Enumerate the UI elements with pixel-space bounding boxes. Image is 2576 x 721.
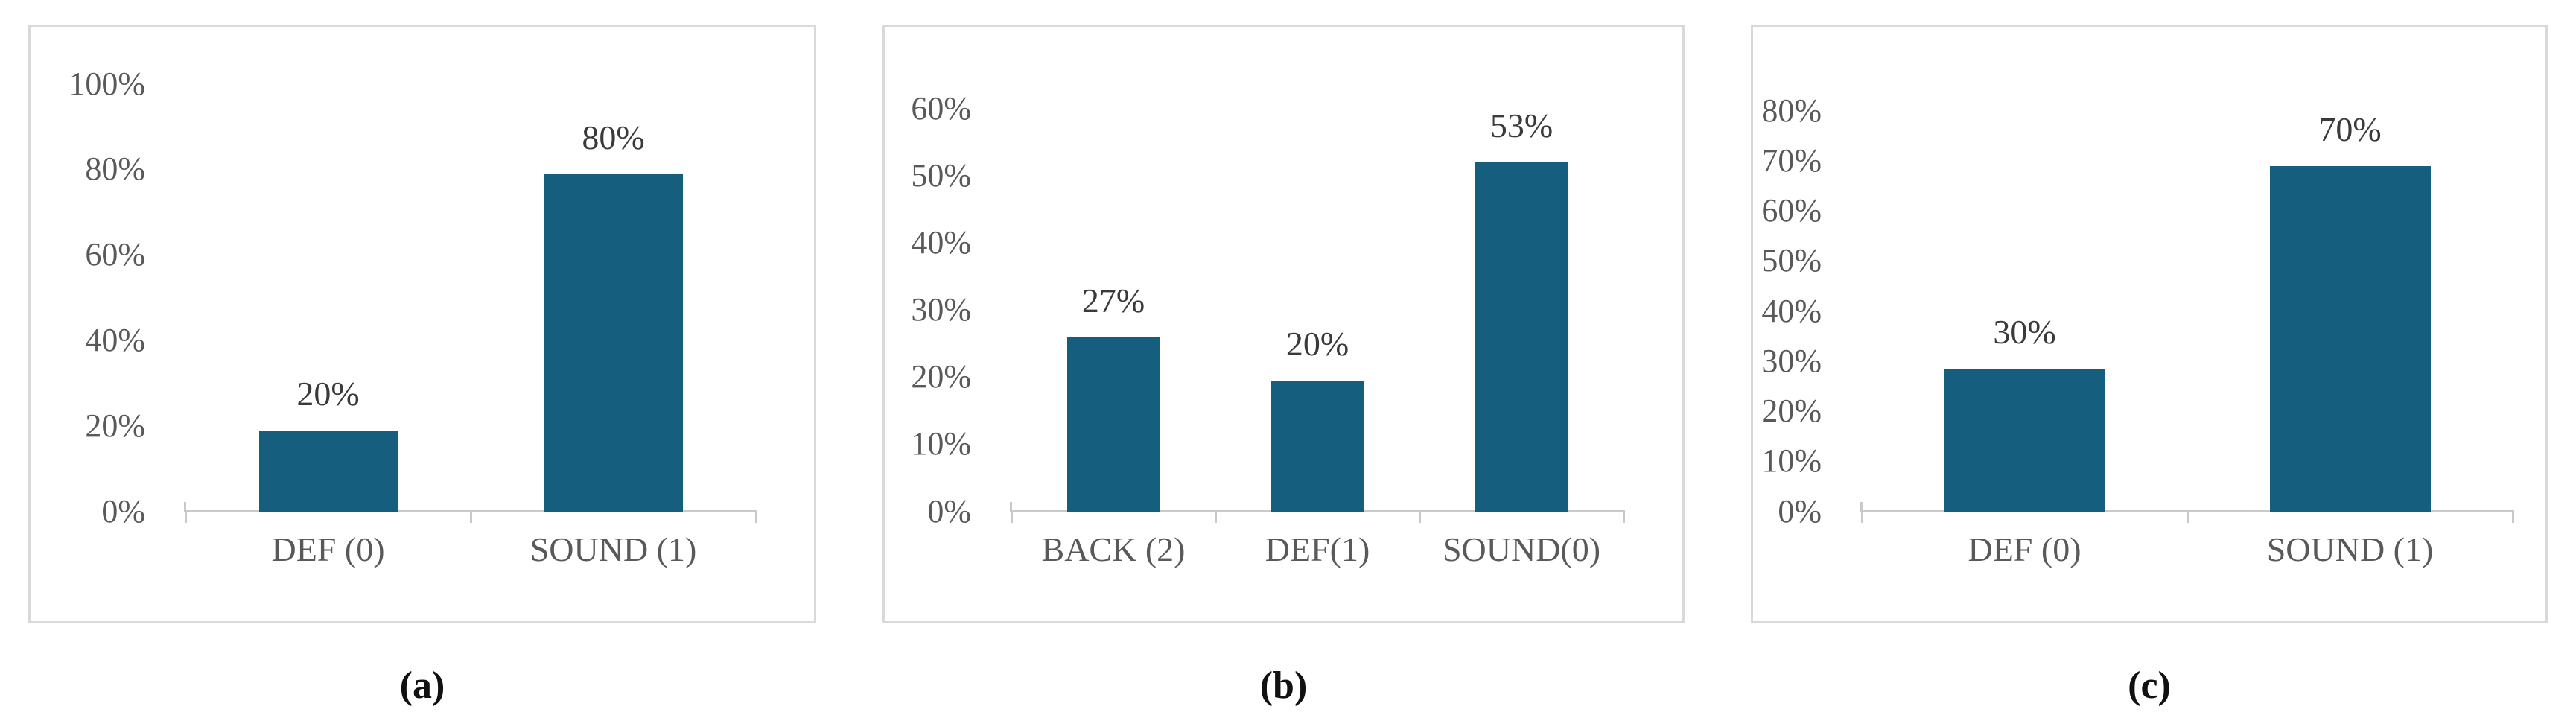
- y-axis-tick-label: 100%: [69, 65, 145, 102]
- plot-area: 27% BACK (2) 20% DEF(1) 53% SOUND(0): [1010, 27, 1625, 568]
- y-axis: 0% 10% 20% 30% 40% 50% 60% 70% 80%: [1753, 27, 1822, 530]
- chart-caption-c: (c): [2128, 664, 2171, 707]
- bar-back-2: [1067, 337, 1160, 512]
- x-axis-category-label: DEF (0): [1968, 530, 2082, 568]
- x-axis-tick: [1011, 512, 1013, 523]
- x-axis-tick: [2187, 512, 2189, 523]
- y-axis-tick-label: 0%: [1778, 492, 1822, 530]
- y-axis-tick-label: 60%: [1761, 192, 1822, 229]
- y-axis-tick-label: 40%: [911, 224, 971, 261]
- bar-sound-1: [2269, 165, 2431, 512]
- bar-value-label: 20%: [1285, 325, 1349, 363]
- x-axis-category-label: DEF (0): [271, 530, 385, 568]
- chart-caption-b: (b): [1259, 664, 1308, 707]
- bar-value-label: 70%: [2318, 109, 2382, 148]
- bar-sound-0: [1475, 162, 1568, 512]
- y-axis-tick-label: 20%: [1761, 393, 1822, 430]
- x-axis-tick: [1623, 512, 1625, 523]
- y-axis-tick-label: 40%: [85, 322, 145, 359]
- y-axis-tick-label: 60%: [911, 89, 971, 127]
- x-axis-line: [1860, 510, 2514, 512]
- y-axis-tick-label: 20%: [85, 407, 145, 445]
- x-axis-tick: [185, 512, 187, 523]
- y-axis-tick-label: 80%: [1761, 92, 1822, 129]
- y-axis-tick-label: 10%: [911, 425, 971, 463]
- y-axis-tick-label: 30%: [911, 291, 971, 328]
- x-axis-category-label: BACK (2): [1041, 530, 1186, 568]
- y-axis: 0% 20% 40% 60% 80% 100%: [31, 27, 145, 530]
- bar-chart-b: 0% 10% 20% 30% 40% 50% 60% 27% BACK (2) 20% DEF(1)…: [882, 25, 1685, 623]
- x-axis-tick: [2512, 512, 2514, 523]
- x-axis-line: [184, 510, 757, 512]
- chart-panel-b: 0% 10% 20% 30% 40% 50% 60% 27% BACK (2) 20% DEF(1)…: [882, 25, 1685, 708]
- y-axis: 0% 10% 20% 30% 40% 50% 60%: [885, 27, 971, 530]
- y-axis-tick-label: 30%: [1761, 343, 1822, 380]
- bar-def-0: [1944, 369, 2105, 512]
- y-axis-tick-label: 10%: [1761, 442, 1822, 480]
- y-axis-tick-label: 80%: [85, 150, 145, 188]
- bar-def-0: [258, 430, 398, 512]
- plot-area: 30% DEF (0) 70% SOUND (1): [1860, 27, 2514, 568]
- y-axis-tick-label: 60%: [85, 236, 145, 273]
- y-axis-tick-label: 0%: [101, 492, 145, 530]
- chart-panel-a: 0% 20% 40% 60% 80% 100% 20% DEF (0) 80% SOUND (1)…: [28, 25, 816, 708]
- bar-value-label: 80%: [582, 118, 645, 156]
- x-axis-category-label: DEF(1): [1265, 530, 1370, 568]
- x-axis-tick: [1214, 512, 1217, 523]
- y-axis-tick-label: 70%: [1761, 142, 1822, 180]
- y-axis-tick-label: 0%: [927, 492, 971, 530]
- bar-value-label: 53%: [1489, 107, 1553, 145]
- bar-value-label: 30%: [1993, 313, 2056, 352]
- x-axis-category-label: SOUND (1): [529, 530, 697, 568]
- x-axis-tick: [755, 512, 757, 523]
- y-axis-tick-label: 50%: [911, 156, 971, 194]
- x-axis-category-label: SOUND(0): [1442, 530, 1601, 568]
- y-axis-stub: [1010, 502, 1012, 512]
- bar-chart-a: 0% 20% 40% 60% 80% 100% 20% DEF (0) 80% SOUND (1): [28, 25, 816, 623]
- y-axis-tick-label: 50%: [1761, 242, 1822, 279]
- chart-panel-c: 0% 10% 20% 30% 40% 50% 60% 70% 80% 30% DEF (0) 70% S…: [1751, 25, 2548, 708]
- y-axis-tick-label: 20%: [911, 358, 971, 396]
- bar-def-1: [1271, 381, 1364, 512]
- bar-value-label: 20%: [296, 374, 360, 413]
- y-axis-tick-label: 40%: [1761, 292, 1822, 329]
- plot-area: 20% DEF (0) 80% SOUND (1): [184, 27, 757, 568]
- bar-sound-1: [544, 174, 683, 512]
- bar-value-label: 27%: [1081, 281, 1145, 320]
- y-axis-stub: [184, 502, 186, 512]
- x-axis-tick: [470, 512, 472, 523]
- x-axis-category-label: SOUND (1): [2266, 530, 2434, 568]
- x-axis-tick: [1418, 512, 1421, 523]
- chart-caption-a: (a): [399, 664, 445, 707]
- x-axis-tick: [1861, 512, 1863, 523]
- bar-chart-c: 0% 10% 20% 30% 40% 50% 60% 70% 80% 30% DEF (0) 70% S…: [1751, 25, 2548, 623]
- y-axis-stub: [1860, 502, 1863, 512]
